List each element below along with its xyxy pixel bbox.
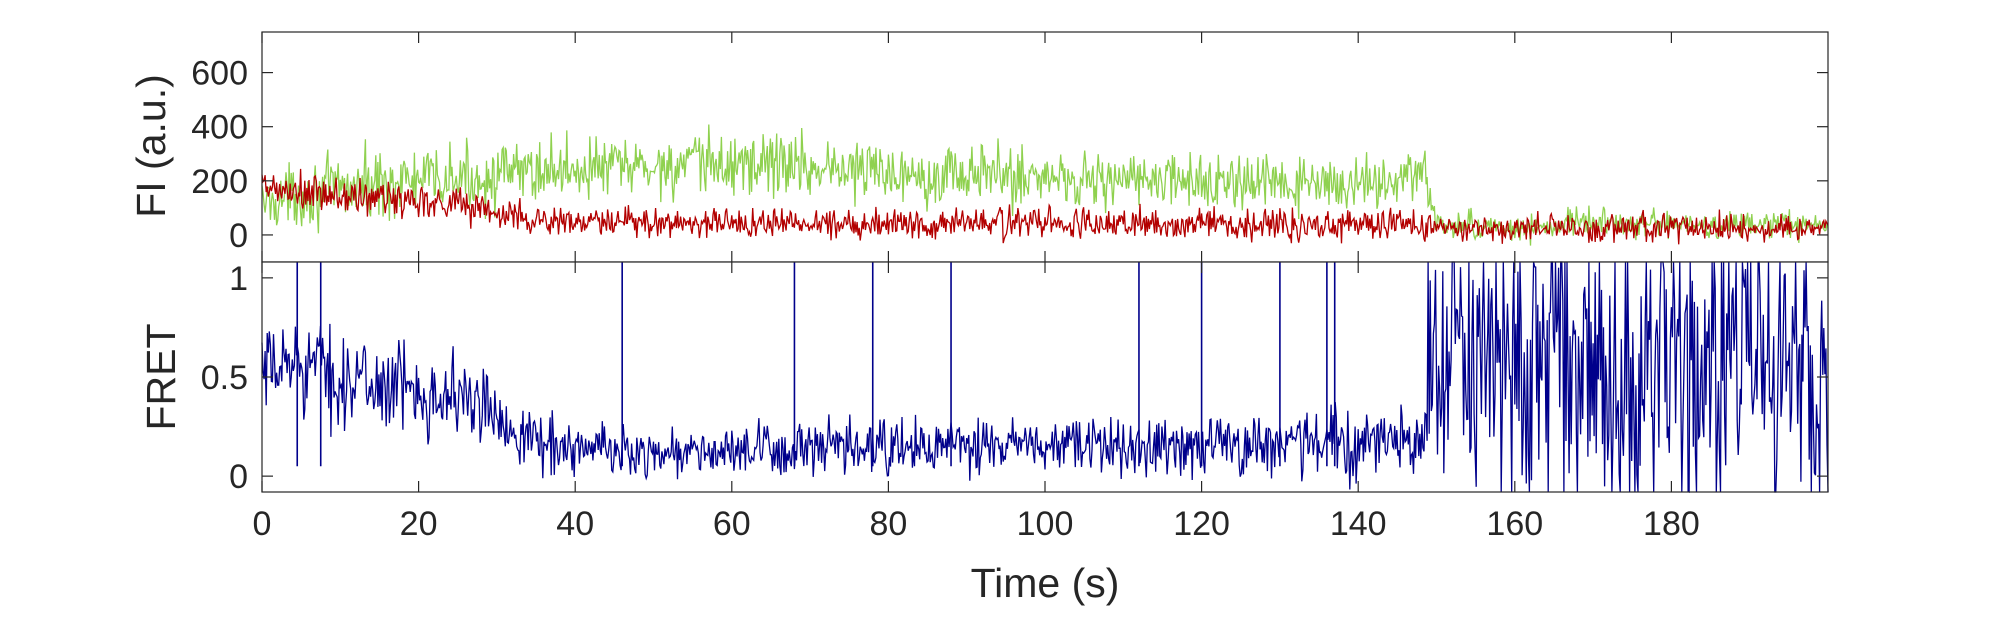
x-tick-label: 80 — [869, 505, 907, 543]
fret-traces — [261, 261, 1829, 494]
x-tick-label: 40 — [556, 505, 594, 543]
y-tick-label: 600 — [191, 55, 248, 93]
time-axis-label: Time (s) — [971, 560, 1120, 606]
y-tick-label: 1 — [229, 260, 248, 298]
y-tick-label: 200 — [191, 163, 248, 201]
trace-acceptor-line — [261, 168, 1829, 245]
fret-axis-ticks: 0 20 40 60 80 100 120 140 160 180 0 0.5 1 — [201, 260, 1828, 543]
fluorescence-axis-label: FI (a.u.) — [128, 74, 174, 218]
fret-panel: 0 20 40 60 80 100 120 140 160 180 0 0.5 1 FRET — [138, 260, 1829, 543]
x-tick-label: 60 — [713, 505, 751, 543]
fluorescence-panel: 0 200 400 600 FI (a.u.) — [128, 31, 1829, 263]
y-tick-label: 0 — [229, 458, 248, 496]
x-tick-label: 0 — [253, 505, 272, 543]
fret-axis-label: FRET — [138, 323, 184, 430]
x-tick-label: 100 — [1017, 505, 1074, 543]
x-tick-label: 120 — [1173, 505, 1230, 543]
x-tick-label: 20 — [400, 505, 438, 543]
fluorescence-traces — [261, 124, 1829, 246]
fluorescence-axis-ticks: 0 200 400 600 — [191, 32, 1828, 262]
y-tick-label: 0 — [229, 217, 248, 255]
y-tick-label: 0.5 — [201, 359, 248, 397]
y-tick-label: 400 — [191, 109, 248, 147]
x-tick-label: 180 — [1643, 505, 1700, 543]
trace-donor-line — [261, 124, 1829, 246]
x-tick-label: 140 — [1330, 505, 1387, 543]
x-tick-label: 160 — [1486, 505, 1543, 543]
fret-plot-frame — [261, 261, 1829, 493]
